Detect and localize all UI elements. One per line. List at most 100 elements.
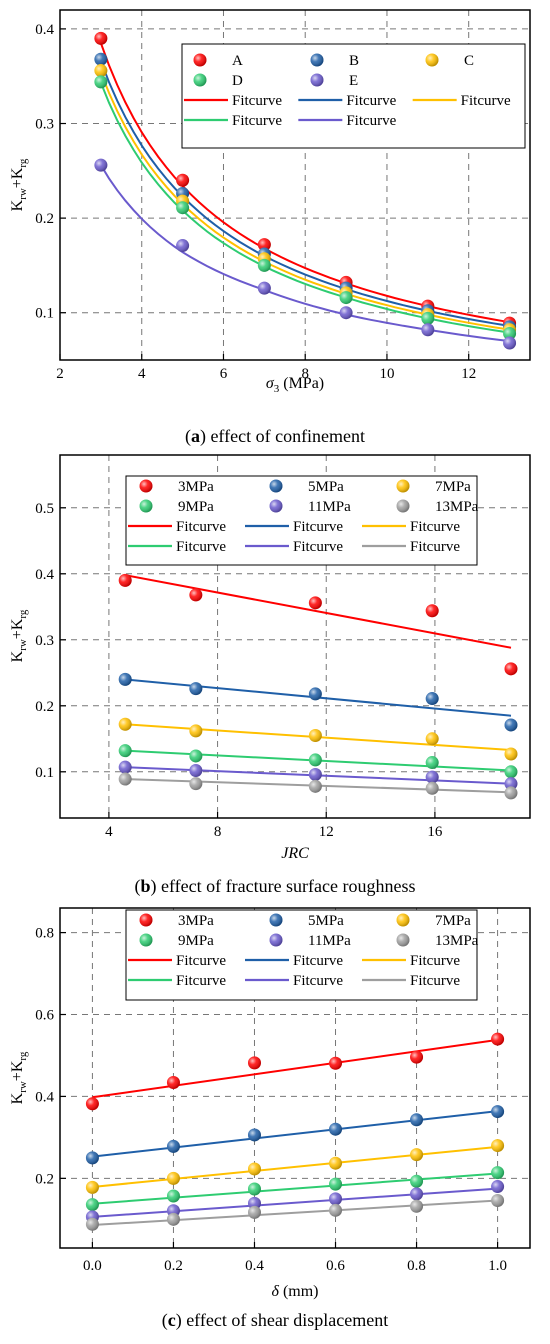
legend-fit-label: Fitcurve [176,519,226,535]
data-point-shine [410,1148,424,1162]
y-axis-label: Krw+Krg [9,1051,29,1104]
x-tick-label: 2 [56,366,64,382]
x-tick-label: 0.0 [83,1258,102,1274]
data-point-shine [329,1056,343,1070]
data-point-shine [504,765,518,779]
legend-fit-label: Fitcurve [410,973,460,989]
legend-marker-shine [139,913,153,927]
legend-marker-shine [310,73,324,87]
data-point-shine [189,588,203,602]
data-point-shine [94,75,108,89]
data-point-shine [85,1198,99,1212]
fit-curve-5MPa [92,1110,498,1158]
data-point-shine [308,767,322,781]
plot-frame [59,9,531,361]
data-point-shine [491,1193,505,1207]
data-point-shine [410,1199,424,1213]
data-point-shine [247,1056,261,1070]
legend-fit-label: Fitcurve [293,519,343,535]
y-tick-label: 0.4 [35,22,54,38]
fit-curve-3MPa [92,1038,498,1099]
x-tick-label: 8 [301,366,309,382]
data-point-shine [504,777,518,791]
legend-marker-shine [269,499,283,513]
legend-box [125,475,478,566]
y-tick-label: 0.1 [35,765,54,781]
data-point-shine [339,306,353,320]
data-point-shine [491,1180,505,1194]
legend-label: A [232,53,243,69]
legend-fit-label: Fitcurve [232,93,282,109]
data-point-shine [504,747,518,761]
data-point-shine [118,772,132,786]
x-tick-label: 12 [461,366,476,382]
data-point-shine [189,777,203,791]
legend-fit-label: Fitcurve [346,113,396,129]
data-point-shine [118,573,132,587]
legend-label: C [464,53,474,69]
data-point-shine [257,238,271,252]
data-point-shine [176,173,190,187]
data-point-shine [189,749,203,763]
fit-curve-C [99,72,510,331]
data-point-shine [247,1196,261,1210]
fit-curve-B [99,60,510,327]
data-point-shine [329,1203,343,1217]
data-point-shine [308,779,322,793]
data-point-shine [504,718,518,732]
data-point-shine [425,781,439,795]
x-tick-label: 0.2 [164,1258,183,1274]
fit-curve-7MPa [92,1145,498,1188]
chart-panel-c: 0.0 0.2 0.4 0.6 0.8 1.0 0.2 0.4 0.6 0.8 Krw+Krg δ (… [9,907,531,1331]
data-point-shine [85,1097,99,1111]
x-tick-label: 4 [105,824,113,840]
data-point-shine [94,64,108,78]
x-tick-label: 1.0 [488,1258,507,1274]
data-point-shine [94,31,108,45]
legend-label: 13MPa [435,499,479,515]
data-point-shine [410,1050,424,1064]
legend-marker-shine [269,913,283,927]
legend-fit-label: Fitcurve [410,519,460,535]
legend-fit-label: Fitcurve [176,539,226,555]
data-point-shine [166,1171,180,1185]
legend-marker-shine [396,479,410,493]
legend-marker-shine [139,933,153,947]
legend-marker-shine [396,913,410,927]
data-point-shine [94,52,108,66]
data-point-shine [85,1180,99,1194]
legend-fit-label: Fitcurve [176,973,226,989]
legend-label: 9MPa [178,499,214,515]
chart-panel-b: 4 8 12 16 0.1 0.2 0.3 0.4 0.5 Krw+Krg JRC (b) effec… [9,454,531,897]
data-point-shine [166,1212,180,1226]
legend-label: 7MPa [435,913,471,929]
x-tick-label: 6 [220,366,228,382]
data-point-shine [339,291,353,305]
legend-fit-label: Fitcurve [176,953,226,969]
fit-curve-9MPa [92,1172,498,1205]
data-point-shine [247,1182,261,1196]
data-point-shine [329,1177,343,1191]
data-point-shine [118,760,132,774]
plot-frame [59,907,531,1249]
x-tick-label: 8 [214,824,222,840]
data-point-shine [308,596,322,610]
legend-marker-shine [269,479,283,493]
data-point-shine [308,729,322,742]
figure-caption: (b) effect of fracture surface roughness [134,876,415,897]
data-point-shine [247,1162,261,1176]
legend-label: 3MPa [178,479,214,495]
x-axis-label: σ3 (MPa) [266,375,324,395]
data-point-shine [247,1128,261,1142]
legend-fit-label: Fitcurve [293,953,343,969]
y-tick-label: 0.4 [35,1089,54,1105]
data-point-shine [503,327,517,341]
data-point-shine [491,1139,505,1153]
data-point-shine [166,1076,180,1090]
x-axis-label: δ (mm) [272,1283,319,1300]
data-point-shine [189,724,203,738]
x-tick-label: 0.6 [326,1258,345,1274]
legend-label: 9MPa [178,933,214,949]
legend-label: 11MPa [308,933,351,949]
legend-label: 11MPa [308,499,351,515]
